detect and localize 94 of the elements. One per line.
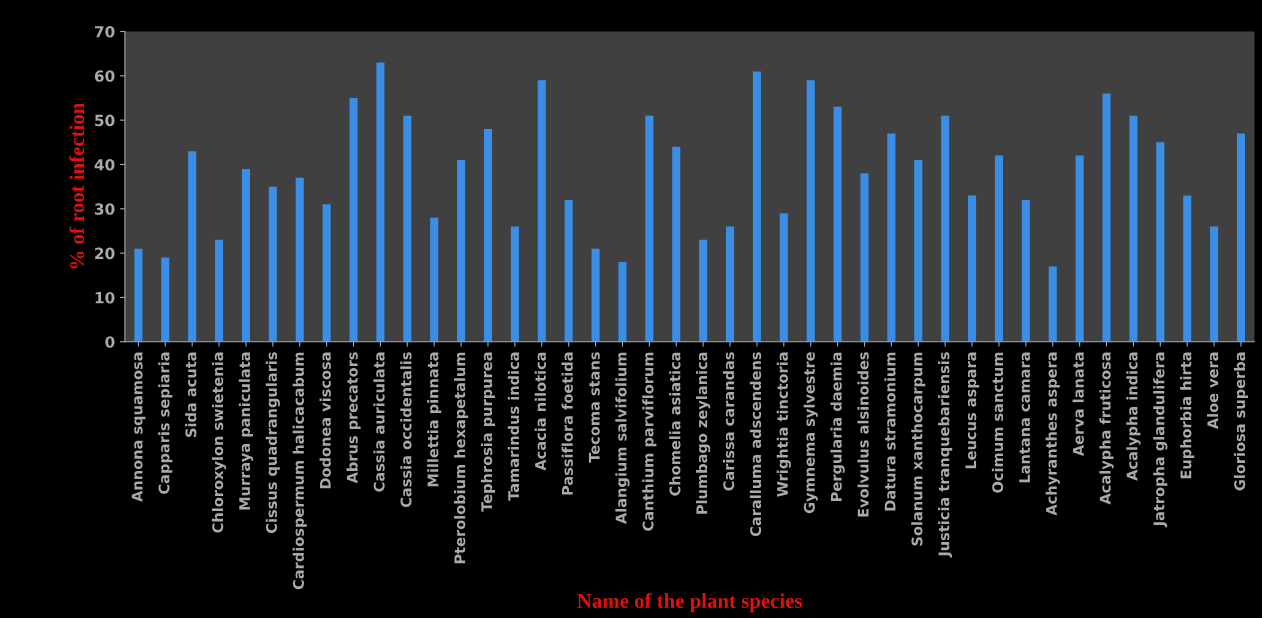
bar xyxy=(134,248,143,342)
x-tick-label: Chloroxylon swietenia xyxy=(211,352,227,533)
x-tick-label: Leucus aspara xyxy=(965,352,980,469)
bar xyxy=(752,71,761,342)
bar xyxy=(188,151,197,342)
x-tick-label: Canthium parviflorum xyxy=(642,352,657,531)
x-tick-label: Capparis sepiaria xyxy=(158,352,173,494)
bar xyxy=(1102,93,1111,342)
bar xyxy=(1156,142,1165,342)
x-tick-label: Abrus precators xyxy=(346,352,361,484)
x-tick-label: Achyranthes aspera xyxy=(1045,352,1060,516)
bar xyxy=(887,133,896,342)
x-tick-label: Acalypha fruticosa xyxy=(1099,352,1114,505)
x-tick-label: Cassia auriculata xyxy=(373,352,385,492)
x-tick-label: Murraya paniculata xyxy=(238,352,254,510)
x-tick-label: Pergularia daemia xyxy=(830,352,845,501)
bar xyxy=(1075,155,1084,342)
bar xyxy=(833,106,842,342)
y-tick-label: 20 xyxy=(95,247,115,260)
bar xyxy=(968,195,977,342)
x-tick-label: Sida acuta xyxy=(185,352,197,437)
x-tick-label: Chomelia asiatica xyxy=(669,352,681,496)
bar xyxy=(1210,226,1219,342)
x-tick-label: Alangium salvifolium xyxy=(615,352,630,524)
bar xyxy=(914,160,923,342)
bar xyxy=(1183,195,1192,342)
y-tick-label: 30 xyxy=(94,203,115,215)
bar xyxy=(1048,266,1057,342)
x-tick-label: Tecoma stans xyxy=(588,352,600,463)
bar xyxy=(1129,115,1138,342)
x-tick-label: Tephrosia purpurea xyxy=(480,352,496,512)
bar xyxy=(483,129,493,342)
bar xyxy=(806,80,815,342)
x-tick-label: Ocimum sanctum xyxy=(991,352,1004,493)
y-tick-label: 10 xyxy=(95,291,115,304)
bar xyxy=(430,217,439,342)
x-tick-label: Caralluma adscendens xyxy=(749,352,762,537)
bar xyxy=(268,186,277,342)
bar xyxy=(699,239,708,342)
bar xyxy=(322,204,331,342)
bar xyxy=(672,146,681,342)
bar xyxy=(161,257,170,342)
bar xyxy=(860,173,869,342)
x-axis-title: Name of the plant species xyxy=(577,593,803,613)
x-tick-label: Dodonea viscosa xyxy=(319,352,331,489)
bar xyxy=(941,115,950,342)
bar xyxy=(591,248,600,342)
bar xyxy=(403,115,412,342)
x-tick-label: Justicia tranquebariensis xyxy=(938,352,953,558)
bar xyxy=(564,199,573,342)
bar xyxy=(1236,133,1246,342)
y-tick-label: 0 xyxy=(105,336,115,348)
x-tick-label: Gymnema sylvestre xyxy=(803,352,818,514)
x-tick-label: Lantana camara xyxy=(1019,352,1031,483)
x-tick-label: Carissa carandas xyxy=(722,352,735,491)
x-tick-label: Annona squamosa xyxy=(131,352,146,502)
bar xyxy=(994,155,1003,342)
bar xyxy=(215,239,224,342)
x-tick-label: Plumbago zeylanica xyxy=(696,352,711,514)
x-tick-label: Passiflora foetida xyxy=(561,352,573,495)
x-tick-label: Aerva lanata xyxy=(1072,352,1084,457)
bar xyxy=(349,98,358,342)
bar xyxy=(645,115,654,342)
bar xyxy=(241,168,250,342)
x-tick-label: Wrightia tinctoria xyxy=(776,352,791,497)
x-tick-label: Evolvulus alsinoides xyxy=(857,352,869,517)
y-tick-label: 50 xyxy=(95,114,115,127)
x-tick-label: Euphorbia hirta xyxy=(1180,352,1195,479)
x-tick-label: Jatropha glandulifera xyxy=(1153,352,1168,528)
bar xyxy=(725,226,735,342)
bar xyxy=(457,160,466,342)
x-tick-label: Acacia nilotica xyxy=(534,352,547,471)
y-tick-label: 60 xyxy=(94,70,115,82)
x-tick-label: Pterolobium hexapetalum xyxy=(454,352,469,564)
x-tick-label: Cardiospermum halicacabum xyxy=(292,352,307,590)
y-axis-title: % of root infection xyxy=(69,102,85,269)
bar xyxy=(376,62,385,342)
bar xyxy=(1021,199,1030,342)
bar xyxy=(537,80,546,342)
x-tick-label: Gloriosa superba xyxy=(1233,352,1249,491)
x-tick-label: Millettia pinnata xyxy=(427,352,442,487)
bar xyxy=(295,177,304,342)
x-tick-label: Acalypha indica xyxy=(1126,352,1141,481)
bar xyxy=(618,261,627,342)
x-tick-label: Aloe vera xyxy=(1207,352,1219,430)
x-tick-label: Solanum xanthocarpum xyxy=(911,352,926,546)
x-tick-label: Cissus quadrangularis xyxy=(265,352,280,533)
x-tick-label: Cassia occidentalis xyxy=(400,352,412,508)
y-tick-label: 40 xyxy=(94,158,115,171)
x-tick-label: Tamarindus indica xyxy=(507,352,520,501)
bar xyxy=(510,226,519,342)
x-tick-label: Datura stramonium xyxy=(884,352,896,511)
y-tick-label: 70 xyxy=(94,25,115,38)
bar xyxy=(779,213,788,342)
